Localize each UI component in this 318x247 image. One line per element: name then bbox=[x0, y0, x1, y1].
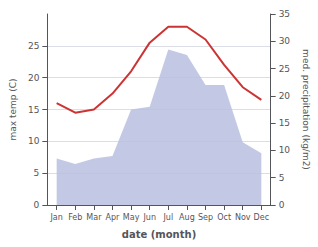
svg-text:med. precipitation (kg/m2): med. precipitation (kg/m2) bbox=[301, 49, 311, 170]
svg-text:Jul: Jul bbox=[162, 213, 173, 222]
svg-text:0: 0 bbox=[34, 200, 40, 210]
svg-text:Jan: Jan bbox=[49, 213, 62, 222]
svg-text:5: 5 bbox=[34, 168, 40, 178]
svg-text:Aug: Aug bbox=[179, 213, 195, 222]
svg-text:date (month): date (month) bbox=[122, 229, 196, 240]
svg-text:Dec: Dec bbox=[254, 213, 269, 222]
svg-text:20: 20 bbox=[279, 91, 291, 101]
svg-text:Jun: Jun bbox=[142, 213, 156, 222]
svg-text:10: 10 bbox=[28, 136, 40, 146]
svg-text:30: 30 bbox=[279, 36, 291, 46]
svg-text:15: 15 bbox=[28, 105, 39, 115]
svg-text:0: 0 bbox=[279, 200, 285, 210]
svg-text:Mar: Mar bbox=[86, 213, 102, 222]
svg-text:5: 5 bbox=[279, 173, 285, 183]
svg-text:35: 35 bbox=[279, 9, 290, 19]
svg-text:25: 25 bbox=[28, 41, 39, 51]
svg-text:15: 15 bbox=[279, 118, 290, 128]
svg-text:Oct: Oct bbox=[217, 213, 231, 222]
svg-text:20: 20 bbox=[28, 73, 40, 83]
svg-text:10: 10 bbox=[279, 145, 291, 155]
svg-text:Apr: Apr bbox=[106, 213, 121, 222]
svg-text:May: May bbox=[123, 213, 140, 222]
svg-text:25: 25 bbox=[279, 64, 290, 74]
svg-text:Sep: Sep bbox=[198, 213, 213, 222]
svg-text:Feb: Feb bbox=[68, 213, 82, 222]
svg-text:max temp (C): max temp (C) bbox=[8, 78, 18, 140]
svg-text:Nov: Nov bbox=[235, 213, 251, 222]
